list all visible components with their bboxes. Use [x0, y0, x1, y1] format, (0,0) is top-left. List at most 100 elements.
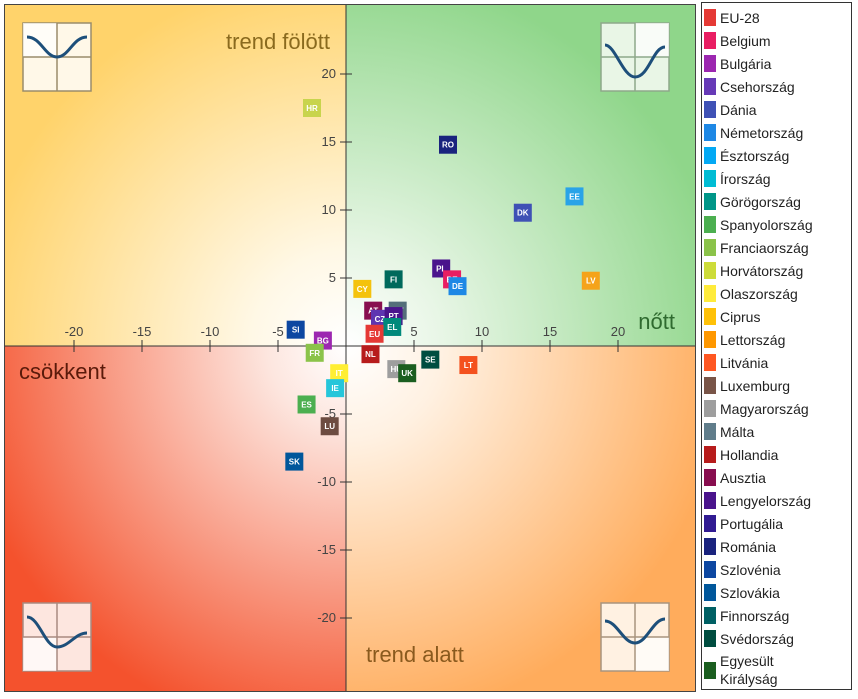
legend-item[interactable]: Csehország: [704, 75, 851, 98]
data-point-el[interactable]: EL: [383, 317, 402, 336]
legend-item[interactable]: Belgium: [704, 29, 851, 52]
data-point-ee[interactable]: EE: [565, 187, 584, 206]
data-point-marker[interactable]: [326, 379, 345, 398]
legend-swatch: [704, 331, 716, 348]
legend-item[interactable]: Litvánia: [704, 351, 851, 374]
data-point-marker[interactable]: [383, 317, 402, 336]
legend-item[interactable]: Lettország: [704, 328, 851, 351]
legend-item[interactable]: Málta: [704, 420, 851, 443]
data-point-se[interactable]: SE: [421, 350, 440, 369]
legend-item[interactable]: Portugália: [704, 512, 851, 535]
legend-swatch: [704, 400, 716, 417]
data-point-es[interactable]: ES: [297, 395, 316, 414]
data-point-marker[interactable]: [297, 395, 316, 414]
legend-swatch: [704, 216, 716, 233]
legend-item[interactable]: Dánia: [704, 98, 851, 121]
legend-label: Portugália: [720, 515, 784, 532]
legend-label: Horvátország: [720, 262, 804, 279]
legend-item[interactable]: Írország: [704, 167, 851, 190]
legend-item[interactable]: Észtország: [704, 144, 851, 167]
data-point-marker[interactable]: [361, 345, 380, 364]
legend-item[interactable]: Szlovákia: [704, 581, 851, 604]
legend-item[interactable]: Ausztia: [704, 466, 851, 489]
legend-label: Lengyelország: [720, 492, 812, 509]
x-tick-label: 10: [475, 324, 489, 339]
data-point-dk[interactable]: DK: [513, 203, 532, 222]
data-point-marker[interactable]: [384, 270, 403, 289]
legend-item[interactable]: Magyarország: [704, 397, 851, 420]
data-point-marker[interactable]: [513, 203, 532, 222]
legend-label: Magyarország: [720, 400, 809, 417]
y-tick-label: -20: [317, 610, 336, 625]
data-point-nl[interactable]: NL: [361, 345, 380, 364]
legend-item[interactable]: Horvátország: [704, 259, 851, 282]
data-point-lt[interactable]: LT: [459, 356, 478, 375]
data-point-ro[interactable]: RO: [439, 135, 457, 154]
data-point-it[interactable]: IT: [330, 364, 349, 383]
data-point-marker[interactable]: [565, 187, 584, 206]
data-point-marker[interactable]: [303, 99, 321, 117]
data-point-si[interactable]: SI: [286, 320, 305, 339]
legend-label: Csehország: [720, 78, 795, 95]
data-point-marker[interactable]: [353, 279, 372, 298]
legend-item[interactable]: Görögország: [704, 190, 851, 213]
legend: EU-28 Belgium Bulgária Csehország Dánia Német…: [701, 2, 852, 690]
legend-swatch: [704, 308, 716, 325]
legend-label: Spanyolország: [720, 216, 813, 233]
data-point-marker[interactable]: [286, 320, 305, 339]
legend-item[interactable]: Luxemburg: [704, 374, 851, 397]
data-point-fi[interactable]: FI: [384, 270, 403, 289]
legend-item[interactable]: Olaszország: [704, 282, 851, 305]
data-point-marker[interactable]: [365, 324, 384, 343]
legend-item[interactable]: Románia: [704, 535, 851, 558]
data-point-label: SK: [289, 458, 300, 467]
legend-item[interactable]: Németország: [704, 121, 851, 144]
legend-item[interactable]: Ciprus: [704, 305, 851, 328]
data-point-sk[interactable]: SK: [285, 452, 304, 471]
legend-swatch: [704, 239, 716, 256]
legend-label: Görögország: [720, 193, 801, 210]
legend-item[interactable]: Finnország: [704, 604, 851, 627]
data-point-label: IE: [331, 384, 339, 393]
legend-swatch: [704, 584, 716, 601]
legend-item[interactable]: Szlovénia: [704, 558, 851, 581]
legend-swatch: [704, 661, 716, 679]
legend-item[interactable]: Egyesült Királyság: [704, 650, 851, 690]
legend-swatch: [704, 285, 716, 302]
data-point-marker[interactable]: [459, 356, 478, 375]
legend-item[interactable]: Svédország: [704, 627, 851, 650]
data-point-marker[interactable]: [398, 364, 417, 383]
data-point-hr[interactable]: HR: [303, 99, 321, 117]
data-point-marker[interactable]: [320, 417, 339, 436]
data-point-label: EU: [369, 330, 380, 339]
data-point-marker[interactable]: [285, 452, 304, 471]
data-point-label: UK: [401, 369, 413, 378]
data-point-marker[interactable]: [439, 135, 457, 154]
x-tick-label: -5: [272, 324, 284, 339]
data-point-marker[interactable]: [448, 277, 467, 296]
data-point-ie[interactable]: IE: [326, 379, 345, 398]
legend-item[interactable]: Franciaország: [704, 236, 851, 259]
legend-swatch: [704, 55, 716, 72]
data-point-uk[interactable]: UK: [398, 364, 417, 383]
data-point-lu[interactable]: LU: [320, 417, 339, 436]
data-point-marker[interactable]: [421, 350, 440, 369]
data-point-lv[interactable]: LV: [581, 271, 600, 290]
legend-swatch: [704, 469, 716, 486]
scatter-chart: -20 -15 -10 -5 5 10 15 20 20 15 10 5 -5 -10 -15 -20: [4, 4, 696, 692]
data-point-cy[interactable]: CY: [353, 279, 372, 298]
legend-swatch: [704, 561, 716, 578]
legend-item[interactable]: Hollandia: [704, 443, 851, 466]
legend-item[interactable]: Lengyelország: [704, 489, 851, 512]
data-point-marker[interactable]: [305, 343, 324, 362]
legend-item[interactable]: Spanyolország: [704, 213, 851, 236]
data-point-marker[interactable]: [581, 271, 600, 290]
legend-item[interactable]: EU-28: [704, 6, 851, 29]
legend-item[interactable]: Bulgária: [704, 52, 851, 75]
legend-swatch: [704, 492, 716, 509]
data-point-eu[interactable]: EU: [365, 324, 384, 343]
legend-label: Olaszország: [720, 285, 798, 302]
data-point-de[interactable]: DE: [448, 277, 467, 296]
data-point-fr[interactable]: FR: [305, 343, 324, 362]
data-point-marker[interactable]: [330, 364, 349, 383]
